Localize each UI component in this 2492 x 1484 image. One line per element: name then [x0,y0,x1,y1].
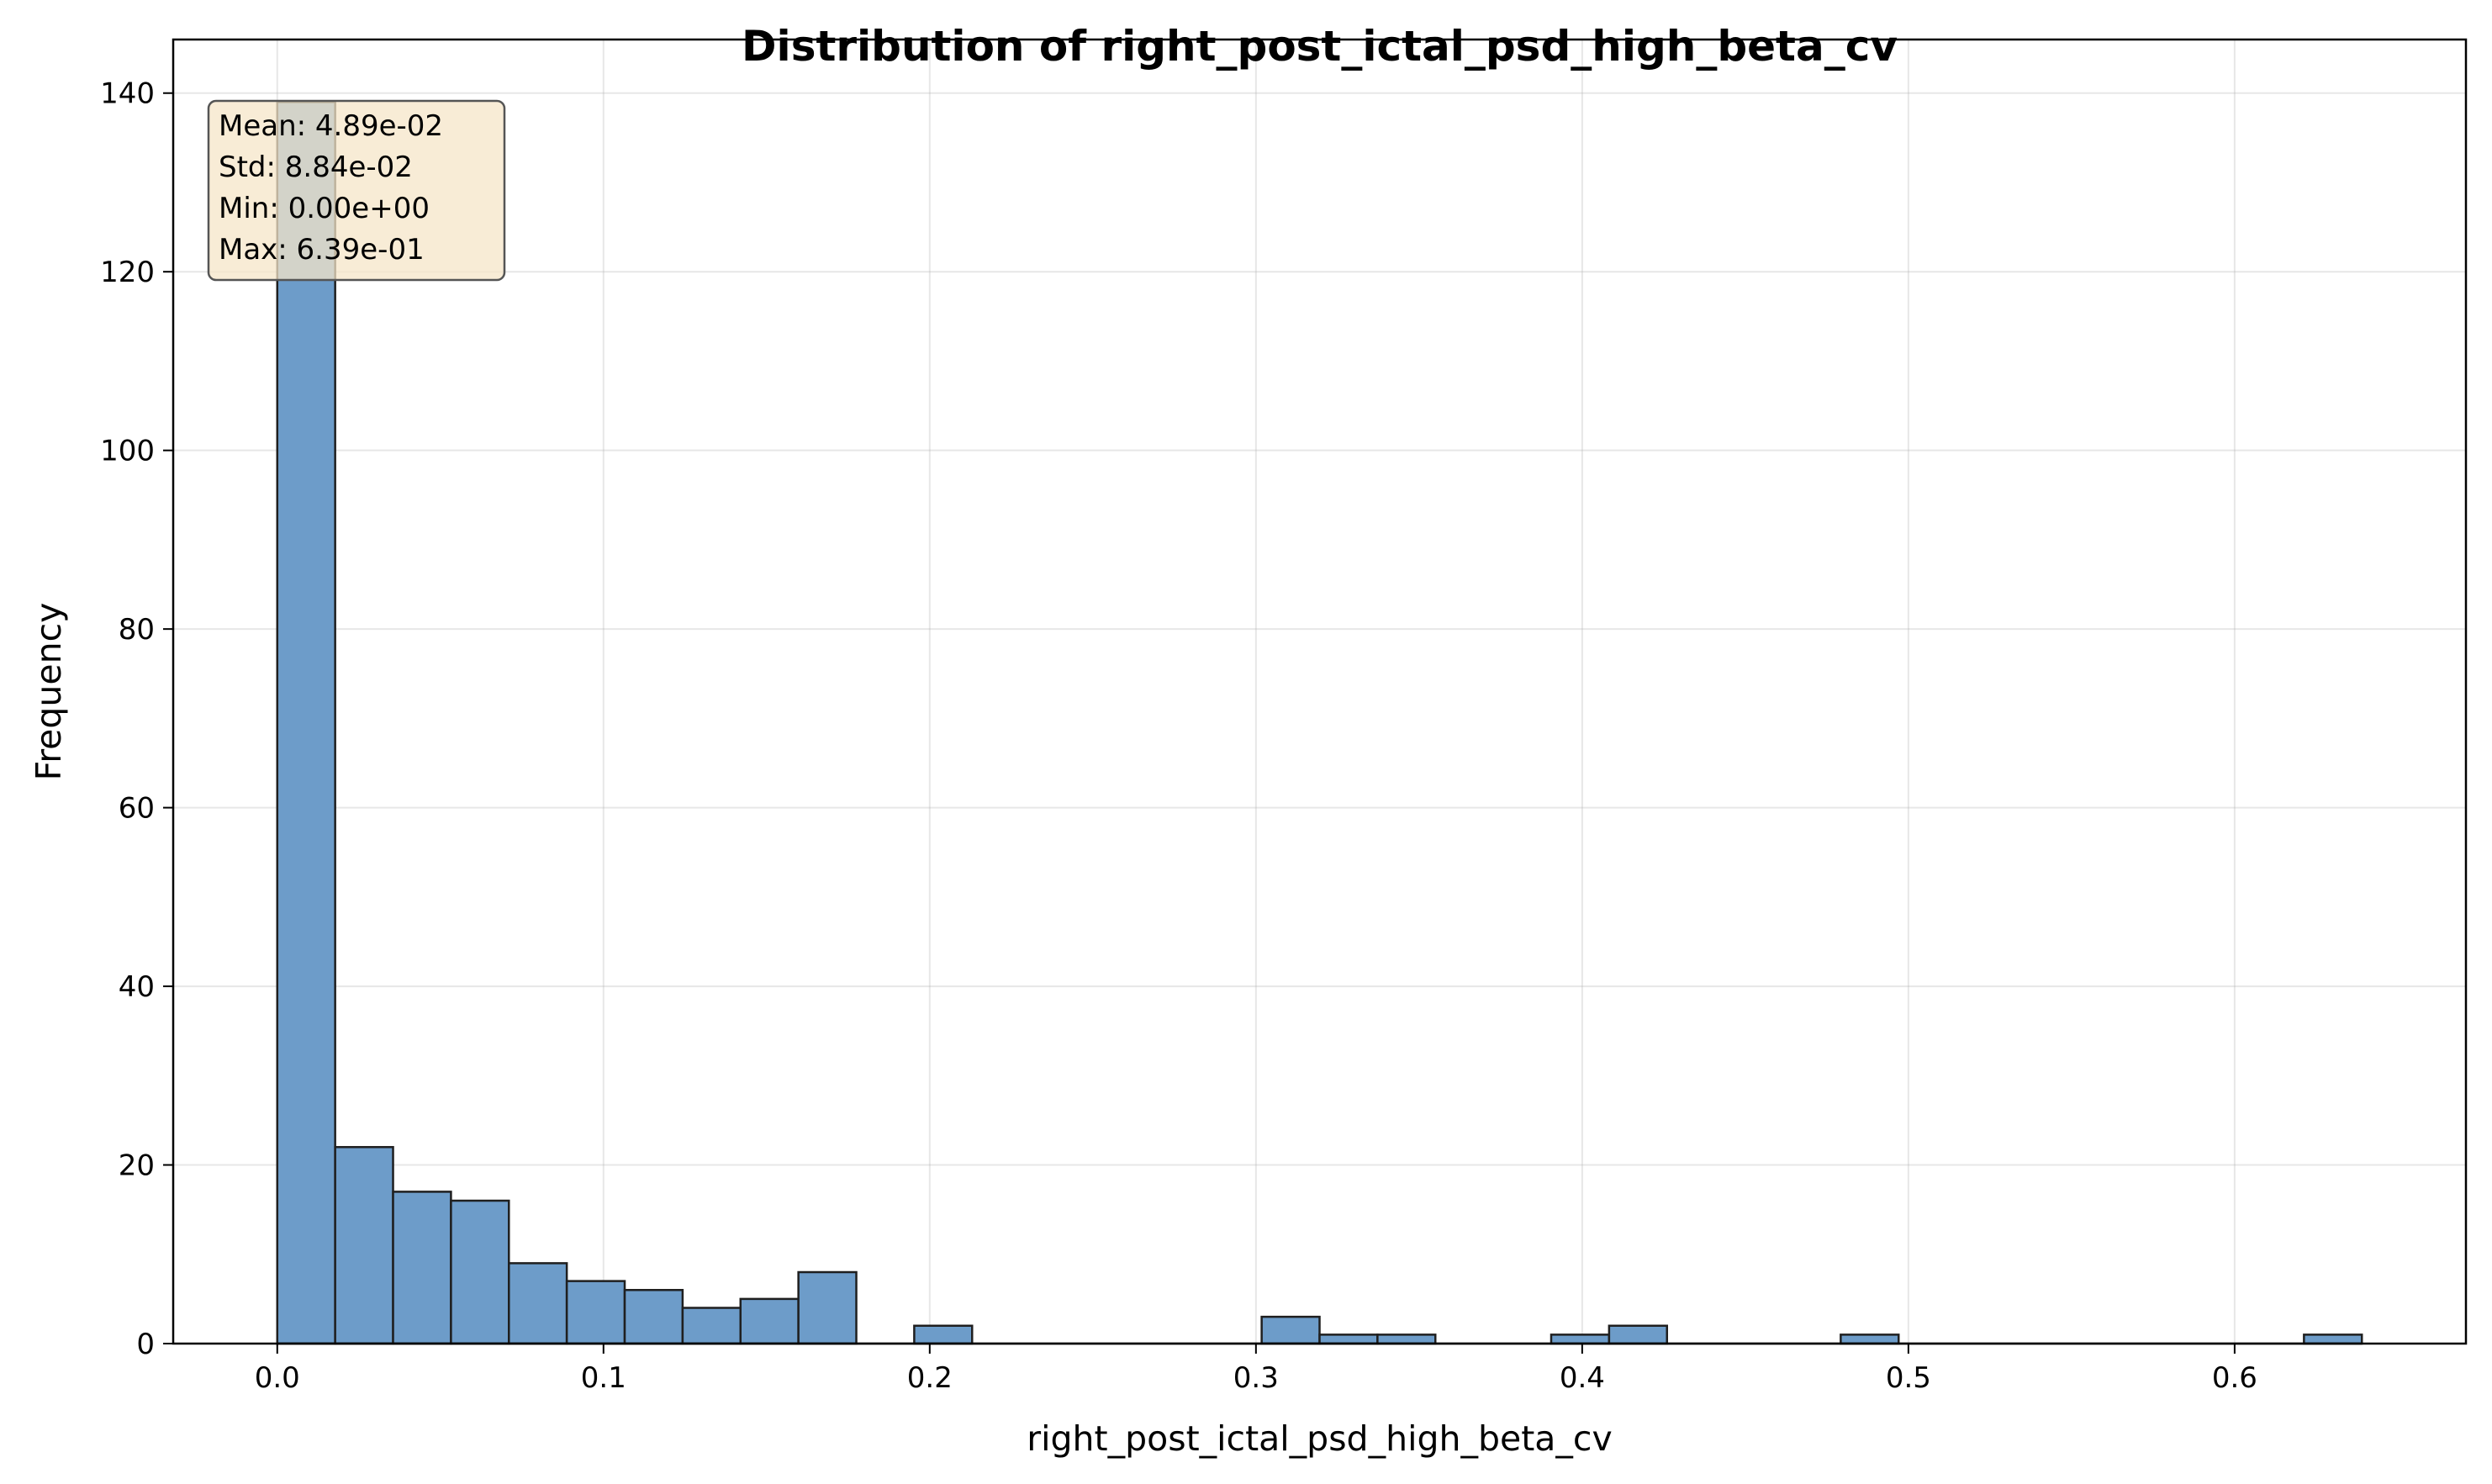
y-tick-label: 40 [119,970,155,1004]
histogram-bar [739,1297,800,1345]
histogram-bar [1376,1333,1437,1345]
histogram-bar [1550,1333,1611,1345]
y-axis-label: Frequency [29,603,69,781]
stats-mean: Mean: 4.89e-02 [219,109,443,143]
stats-min: Min: 0.00e+00 [219,192,430,225]
histogram-bar [681,1307,742,1345]
histogram-bar [565,1280,626,1345]
histogram-bar [276,101,336,1345]
chart-title: Distribution of right_post_ictal_psd_hig… [742,22,1898,71]
y-tick-label: 60 [119,792,155,826]
histogram-bar [913,1324,974,1345]
histogram-bar [1840,1333,1900,1345]
x-tick-label: 0.4 [1560,1361,1605,1395]
x-tick-label: 0.3 [1233,1361,1279,1395]
stats-std: Std: 8.84e-02 [219,151,413,184]
x-tick-label: 0.0 [255,1361,300,1395]
x-tick-label: 0.6 [2212,1361,2257,1395]
histogram-bar [1260,1315,1321,1345]
stats-max: Max: 6.39e-01 [219,233,425,267]
x-tick-label: 0.5 [1886,1361,1931,1395]
y-tick-label: 100 [100,435,155,468]
histogram-bar [450,1199,510,1345]
x-axis-label: right_post_ictal_psd_high_beta_cv [1027,1418,1612,1459]
histogram-bar [623,1289,684,1345]
y-axis-ticks: 0 20 40 60 80 100 120 140 [100,77,173,1361]
histogram-bar [334,1146,394,1345]
plot-frame [172,38,2468,1345]
y-tick-label: 140 [100,77,155,111]
x-axis-ticks: 0.0 0.1 0.2 0.3 0.4 0.5 0.6 [255,1344,2257,1395]
stats-box: Mean: 4.89e-02 Std: 8.84e-02 Min: 0.00e+… [207,99,506,282]
y-tick-label: 20 [119,1149,155,1183]
y-tick-label: 80 [119,613,155,647]
histogram-bar [2303,1333,2363,1345]
stats-box-background [207,99,506,282]
histogram-bar [1608,1324,1668,1345]
y-tick-label: 0 [136,1328,155,1361]
histogram-bar [797,1270,858,1345]
histogram-bar [392,1191,452,1345]
histogram-bar [1318,1333,1379,1345]
x-tick-label: 0.1 [581,1361,626,1395]
x-tick-label: 0.2 [907,1361,953,1395]
histogram-bar [508,1262,568,1345]
y-tick-label: 120 [100,256,155,289]
